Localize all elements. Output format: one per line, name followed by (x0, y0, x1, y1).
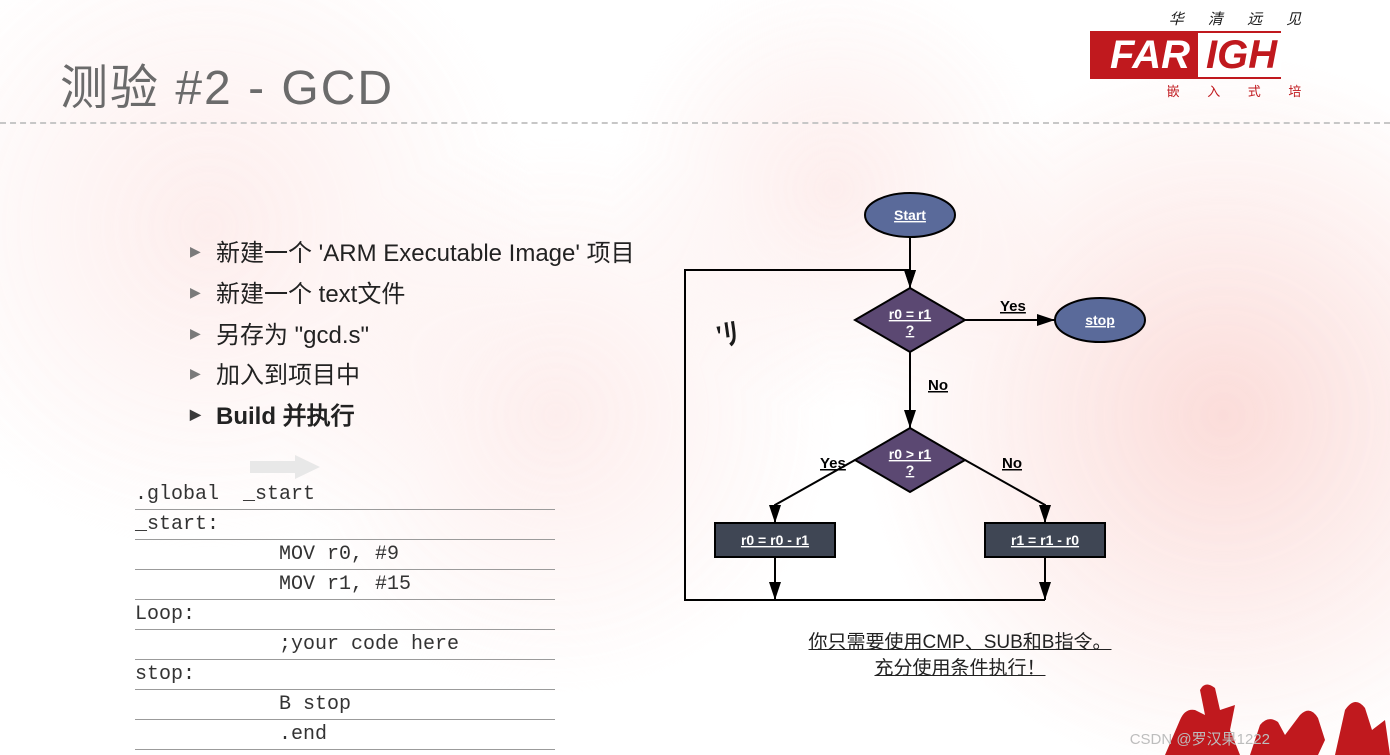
svg-text:r0 = r1: r0 = r1 (889, 306, 932, 322)
logo-chinese-top: 华 清 远 见 (1090, 8, 1390, 29)
flowchart: YesNoYesNoStartstopr0 = r1?r0 > r1?r0 = … (670, 180, 1230, 640)
code-line: B stop (135, 690, 555, 720)
bullet-item: 另存为 "gcd.s" (190, 316, 690, 357)
code-line: .end (135, 720, 555, 750)
hint-text: 你只需要使用CMP、SUB和B指令。 充分使用条件执行！ (740, 630, 1180, 681)
code-line: ;your code here (135, 630, 555, 660)
page-title: 测验 #2 - GCD (60, 48, 394, 118)
bullet-list: 新建一个 'ARM Executable Image' 项目新建一个 text文… (150, 234, 690, 438)
svg-text:r0 > r1: r0 > r1 (889, 446, 932, 462)
hint-line-1: 你只需要使用CMP、SUB和B指令。 (809, 632, 1112, 653)
logo-main: FAR IGH (1090, 31, 1390, 79)
decorative-arrow-icon (250, 455, 320, 479)
code-line: MOV r0, #9 (135, 540, 555, 570)
svg-text:stop: stop (1085, 312, 1115, 328)
code-line: Loop: (135, 600, 555, 630)
watermark: CSDN @罗汉果1222 (1130, 728, 1270, 749)
svg-text:Yes: Yes (1000, 298, 1026, 315)
title-divider (0, 122, 1390, 124)
code-line: MOV r1, #15 (135, 570, 555, 600)
bullet-item: 新建一个 text文件 (190, 275, 690, 316)
svg-text:No: No (928, 377, 948, 394)
code-block: .global _start_start: MOV r0, #9 MOV r1,… (135, 480, 555, 750)
svg-text:Start: Start (894, 207, 926, 223)
code-line: .global _start (135, 480, 555, 510)
svg-text:No: No (1002, 455, 1022, 472)
svg-text:Yes: Yes (820, 455, 846, 472)
bullet-item: 加入到项目中 (190, 356, 690, 397)
logo-left-text: FAR (1090, 31, 1198, 79)
bullet-item: Build 并执行 (190, 397, 690, 438)
bullet-item: 新建一个 'ARM Executable Image' 项目 (190, 234, 690, 275)
code-line: stop: (135, 660, 555, 690)
svg-text:r1 = r1 - r0: r1 = r1 - r0 (1011, 532, 1079, 548)
svg-text:r0 = r0 - r1: r0 = r0 - r1 (741, 532, 809, 548)
logo-chinese-sub: 嵌 入 式 培 (1090, 81, 1390, 100)
svg-text:?: ? (906, 322, 915, 338)
code-line: _start: (135, 510, 555, 540)
brand-logo: 华 清 远 见 FAR IGH 嵌 入 式 培 (1090, 8, 1390, 100)
hint-line-2: 充分使用条件执行！ (874, 658, 1045, 679)
logo-right-text: IGH (1198, 31, 1281, 79)
svg-text:?: ? (906, 462, 915, 478)
